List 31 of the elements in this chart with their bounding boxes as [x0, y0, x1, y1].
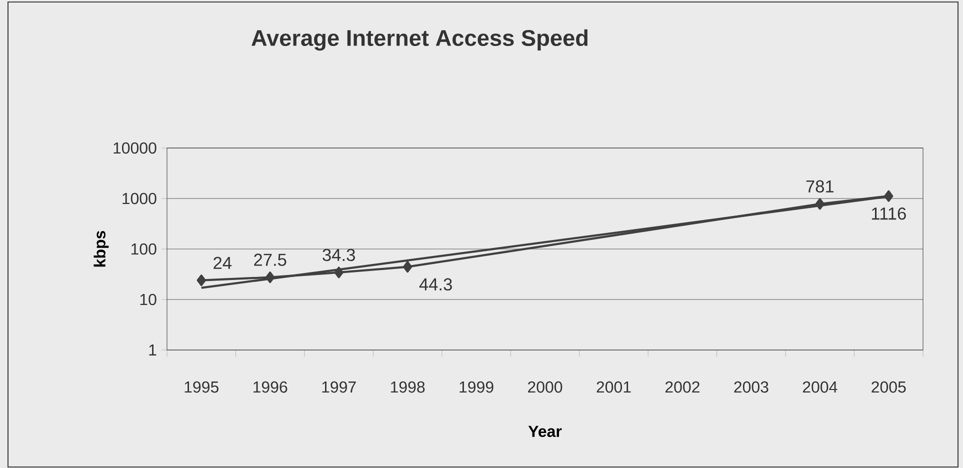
point	[266, 272, 275, 284]
point	[196, 274, 206, 286]
point	[334, 266, 344, 278]
data-label: 781	[806, 180, 834, 193]
chart-title: Average Internet Access Speed	[252, 29, 588, 51]
y-tick-label: 100	[131, 243, 156, 255]
x-tick-label: 2001	[596, 381, 631, 393]
point	[884, 190, 894, 202]
x-tick-label: 2005	[872, 381, 906, 393]
data-label: 44.3	[419, 278, 452, 291]
x-tick-label: 2004	[802, 381, 838, 393]
data-label: 1116	[872, 207, 906, 220]
y-axis-title: kbps	[94, 230, 109, 267]
point	[402, 261, 412, 273]
x-tick-label: 1995	[184, 381, 218, 393]
x-tick-label: 1997	[322, 381, 356, 393]
x-tick-label: 1996	[254, 381, 288, 393]
x-tick-label: 2002	[665, 381, 700, 393]
y-tick-label: 1	[149, 344, 156, 356]
x-tick-label: 1998	[390, 381, 425, 393]
y-tick-label: 10000	[114, 142, 156, 154]
data-label: 27.5	[254, 254, 286, 266]
x-tick-label: 1999	[460, 381, 494, 393]
data-label: 34.3	[322, 248, 355, 262]
data-label: 24	[214, 256, 232, 269]
y-tick-label: 1000	[122, 192, 156, 204]
x-axis-title: Year	[528, 426, 562, 438]
x-tick-label: 2000	[528, 381, 562, 393]
x-tick-label: 2003	[734, 381, 768, 393]
y-tick-label: 10	[140, 294, 156, 306]
point	[815, 198, 824, 210]
